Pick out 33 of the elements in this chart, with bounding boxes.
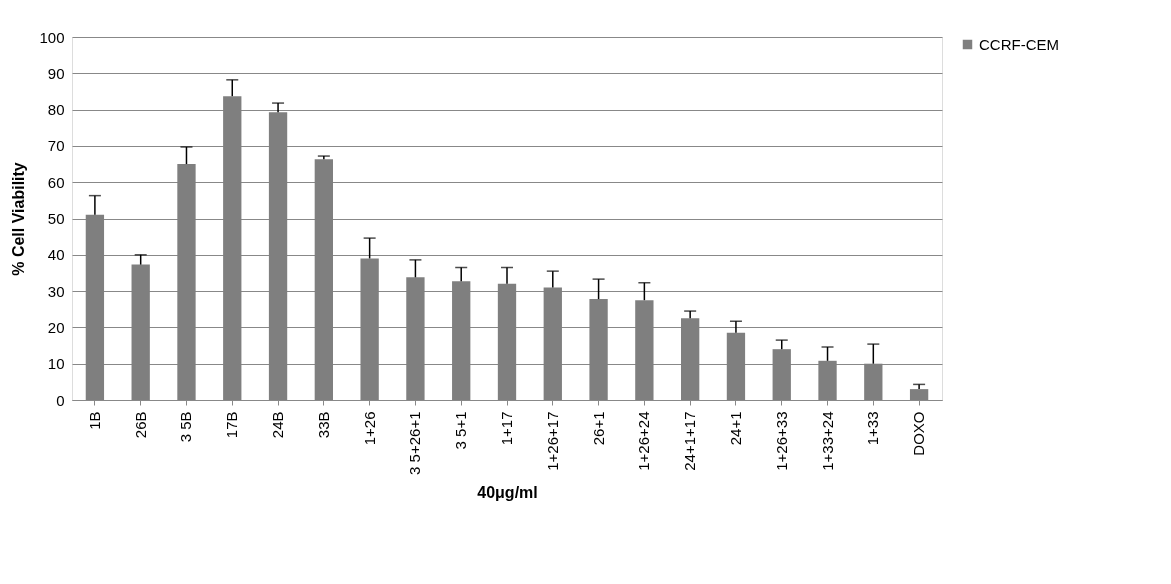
y-tick-label: 0 bbox=[56, 391, 65, 409]
y-tick-label: 80 bbox=[47, 101, 65, 119]
x-tick-label: 24+1 bbox=[726, 411, 744, 446]
x-tick-label: 3 5B bbox=[177, 411, 195, 443]
x-tick-label: 26B bbox=[131, 411, 149, 439]
x-axis-title: 40μg/ml bbox=[477, 483, 538, 501]
x-tick-label: 33B bbox=[314, 411, 332, 439]
x-tick-label: 17B bbox=[223, 411, 241, 439]
y-axis-title: % Cell Viability bbox=[10, 162, 28, 276]
y-tick-label: 10 bbox=[47, 355, 65, 373]
x-tick-label: 1+26+33 bbox=[772, 411, 790, 471]
x-tick-label: 1+26+17 bbox=[543, 411, 561, 471]
legend-label: CCRF-CEM bbox=[979, 35, 1059, 53]
y-tick-label: 50 bbox=[47, 210, 65, 227]
x-tick-label: 1+26+24 bbox=[635, 411, 653, 471]
y-tick-label: 100 bbox=[39, 28, 65, 46]
x-tick-label: 1+33+24 bbox=[818, 411, 836, 471]
x-tick-label: 24+1+17 bbox=[681, 411, 699, 471]
y-tick-label: 60 bbox=[47, 173, 65, 191]
x-tick-label: 1+33 bbox=[864, 411, 882, 446]
y-tick-label: 70 bbox=[47, 137, 65, 155]
x-tick-label: 3 5+1 bbox=[452, 411, 470, 450]
x-tick-label: 3 5+26+1 bbox=[406, 411, 424, 475]
x-tick-label: 24B bbox=[269, 411, 287, 439]
x-tick-label: 26+1 bbox=[589, 411, 607, 446]
y-tick-label: 20 bbox=[47, 318, 65, 336]
x-tick-label: 1+26 bbox=[360, 411, 378, 446]
x-tick-label: 1B bbox=[85, 411, 103, 430]
y-tick-label: 90 bbox=[47, 64, 65, 82]
y-tick-label: 40 bbox=[47, 246, 65, 264]
x-tick-label: DOXO bbox=[910, 411, 928, 456]
y-tick-label: 30 bbox=[47, 282, 65, 300]
x-tick-label: 1+17 bbox=[498, 411, 515, 446]
